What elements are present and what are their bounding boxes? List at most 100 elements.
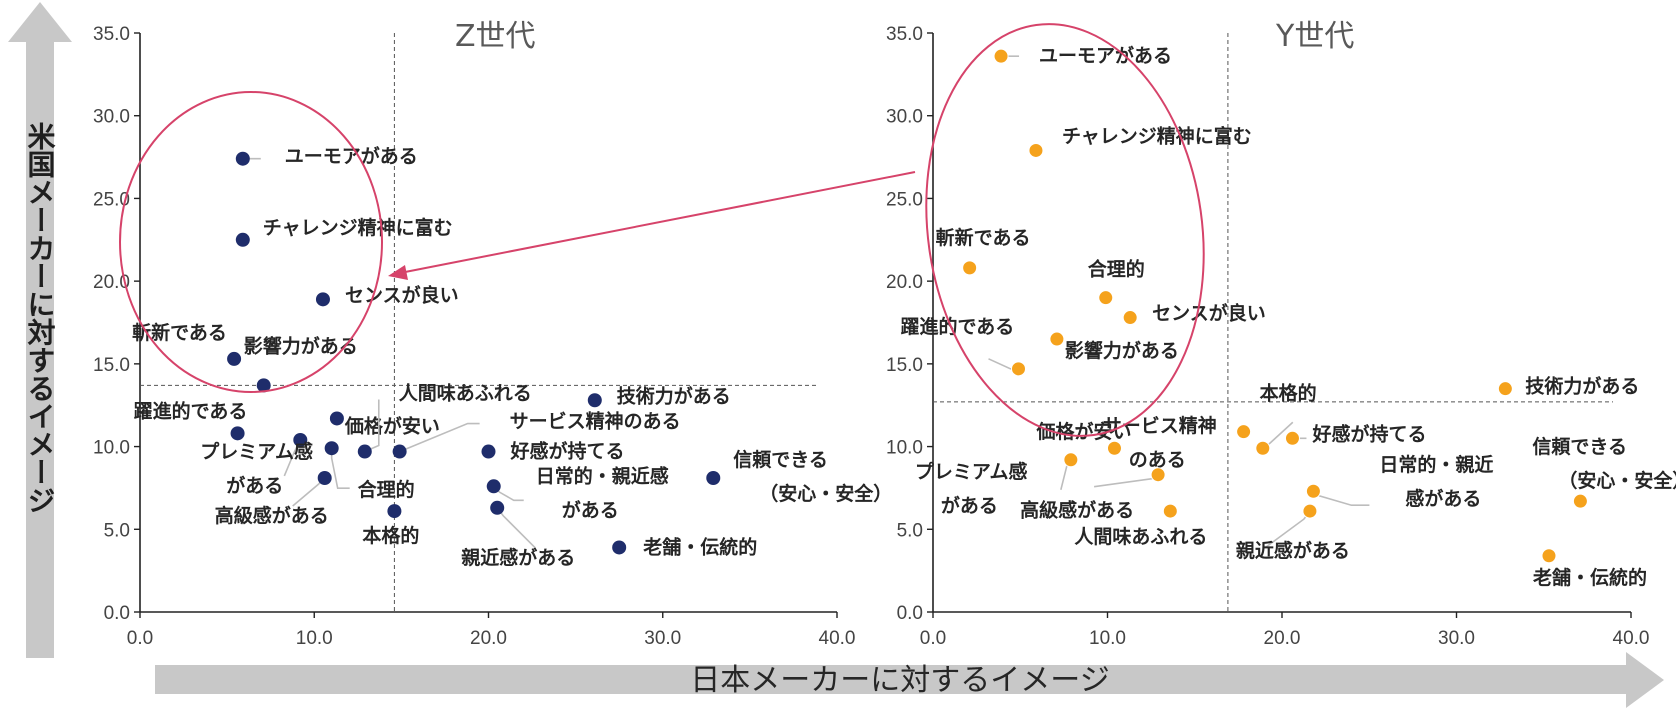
point-label: 影響力がある bbox=[1065, 339, 1179, 362]
point-label: 人間味あふれる bbox=[399, 383, 532, 405]
y-tick-label: 30.0 bbox=[886, 107, 923, 128]
data-point bbox=[329, 411, 344, 426]
y-tick-label: 5.0 bbox=[897, 520, 923, 541]
point-label: チャレンジ精神に富む bbox=[263, 216, 453, 239]
data-point bbox=[1284, 430, 1300, 446]
point-label: 影響力がある bbox=[244, 334, 358, 357]
data-point bbox=[387, 504, 402, 519]
point-label: 信頼できる（安心・安全） bbox=[1532, 435, 1676, 492]
point-label: 本格的 bbox=[1260, 382, 1317, 405]
x-tick-label: 40.0 bbox=[1613, 628, 1650, 649]
data-point bbox=[235, 232, 250, 247]
chart-panel-z: 0.0 5.0 10.0 15.0 20.0 25.0 30.0 35.0 0.0 10.0 20.… bbox=[93, 19, 892, 649]
x-tick-label: 20.0 bbox=[470, 628, 507, 649]
data-point bbox=[1106, 440, 1122, 456]
y-tick-label: 0.0 bbox=[104, 603, 130, 624]
y-tick-label: 20.0 bbox=[886, 272, 923, 293]
data-point bbox=[235, 151, 250, 166]
y-tick-label: 20.0 bbox=[93, 272, 130, 293]
data-point bbox=[706, 471, 721, 486]
y-tick-label: 15.0 bbox=[886, 355, 923, 376]
point-label: 親近感がある bbox=[461, 546, 575, 569]
point-label: 好感が持てる bbox=[1311, 422, 1426, 445]
y-tick-label: 0.0 bbox=[897, 603, 923, 624]
x-tick-label: 30.0 bbox=[644, 628, 681, 649]
y-tick-label: 25.0 bbox=[93, 189, 130, 210]
data-point bbox=[486, 479, 501, 494]
point-label: 合理的 bbox=[358, 478, 415, 501]
point-label: プレミアム感がある bbox=[200, 440, 313, 497]
data-point bbox=[357, 444, 372, 459]
point-label: ユーモアがある bbox=[1039, 44, 1172, 67]
chart-title: Y世代 bbox=[1275, 19, 1354, 54]
y-tick-label: 35.0 bbox=[93, 24, 130, 45]
chart-title: Z世代 bbox=[455, 19, 536, 54]
point-label: チャレンジ精神に富む bbox=[1062, 124, 1252, 147]
data-point bbox=[1011, 361, 1027, 377]
data-point bbox=[1150, 467, 1166, 483]
data-point bbox=[1302, 503, 1318, 519]
data-point bbox=[962, 260, 978, 276]
x-tick-label: 0.0 bbox=[127, 628, 153, 649]
data-point bbox=[1541, 548, 1557, 564]
data-point bbox=[256, 378, 271, 393]
data-point bbox=[392, 444, 407, 459]
data-point bbox=[1255, 440, 1271, 456]
y-tick-label: 15.0 bbox=[93, 355, 130, 376]
data-point bbox=[1028, 142, 1044, 158]
leader-line bbox=[496, 507, 536, 549]
point-label: 老舗・伝統的 bbox=[1533, 566, 1647, 589]
y-axis-arrow bbox=[8, 2, 72, 658]
point-label: 高級感がある bbox=[1020, 499, 1134, 522]
point-label: 価格が安い bbox=[1035, 420, 1131, 443]
y-tick-label: 35.0 bbox=[886, 24, 923, 45]
point-label: 信頼できる（安心・安全） bbox=[733, 448, 892, 505]
point-label: 技術力がある bbox=[1525, 375, 1639, 398]
leader-line bbox=[1093, 474, 1159, 488]
comparison-arrow bbox=[399, 171, 916, 274]
point-label: 親近感がある bbox=[1236, 539, 1350, 562]
chart-panel-y: 0.0 5.0 10.0 15.0 20.0 25.0 30.0 35.0 0.0 10.0 20.… bbox=[886, 19, 1676, 649]
data-point bbox=[1236, 424, 1252, 440]
point-label: 日常的・親近感がある bbox=[1379, 453, 1493, 510]
point-label: 合理的 bbox=[1088, 258, 1145, 281]
data-point bbox=[230, 426, 245, 441]
x-tick-label: 10.0 bbox=[296, 628, 333, 649]
data-point bbox=[481, 444, 496, 459]
point-label: センスが良い bbox=[345, 283, 459, 306]
y-tick-label: 25.0 bbox=[886, 189, 923, 210]
data-point bbox=[227, 351, 242, 366]
data-point bbox=[315, 292, 330, 307]
x-tick-label: 10.0 bbox=[1089, 628, 1126, 649]
data-point bbox=[1572, 493, 1588, 509]
point-label: 躍進的である bbox=[901, 315, 1015, 338]
point-label: 日常的・親近感がある bbox=[536, 464, 669, 521]
data-point bbox=[490, 500, 505, 515]
point-label: 高級感がある bbox=[215, 504, 329, 527]
y-tick-label: 10.0 bbox=[886, 438, 923, 459]
point-label: 価格が安い bbox=[344, 414, 440, 437]
data-point bbox=[293, 432, 308, 447]
y-tick-label: 10.0 bbox=[93, 438, 130, 459]
point-label: サービス精神のある bbox=[510, 410, 681, 433]
point-label: プレミアム感がある bbox=[915, 460, 1028, 517]
point-label: センスが良い bbox=[1152, 302, 1266, 325]
point-label: 躍進的である bbox=[134, 399, 248, 422]
y-axis-title: 米国メーカーに対するイメージ bbox=[24, 122, 57, 514]
data-point bbox=[1063, 452, 1079, 468]
point-label: 斬新である bbox=[132, 321, 227, 344]
data-point bbox=[1162, 503, 1178, 519]
point-label: 技術力がある bbox=[617, 384, 731, 407]
x-tick-label: 40.0 bbox=[819, 628, 856, 649]
point-label: 人間味あふれる bbox=[1074, 526, 1207, 548]
leader-line bbox=[1312, 490, 1370, 507]
x-tick-label: 30.0 bbox=[1438, 628, 1475, 649]
x-axis-arrow bbox=[155, 652, 1664, 708]
x-tick-label: 0.0 bbox=[920, 628, 946, 649]
data-point bbox=[317, 471, 332, 486]
data-point bbox=[1122, 310, 1138, 326]
point-label: 老舗・伝統的 bbox=[643, 535, 757, 558]
data-point bbox=[1497, 381, 1513, 397]
point-label: 本格的 bbox=[362, 524, 419, 547]
